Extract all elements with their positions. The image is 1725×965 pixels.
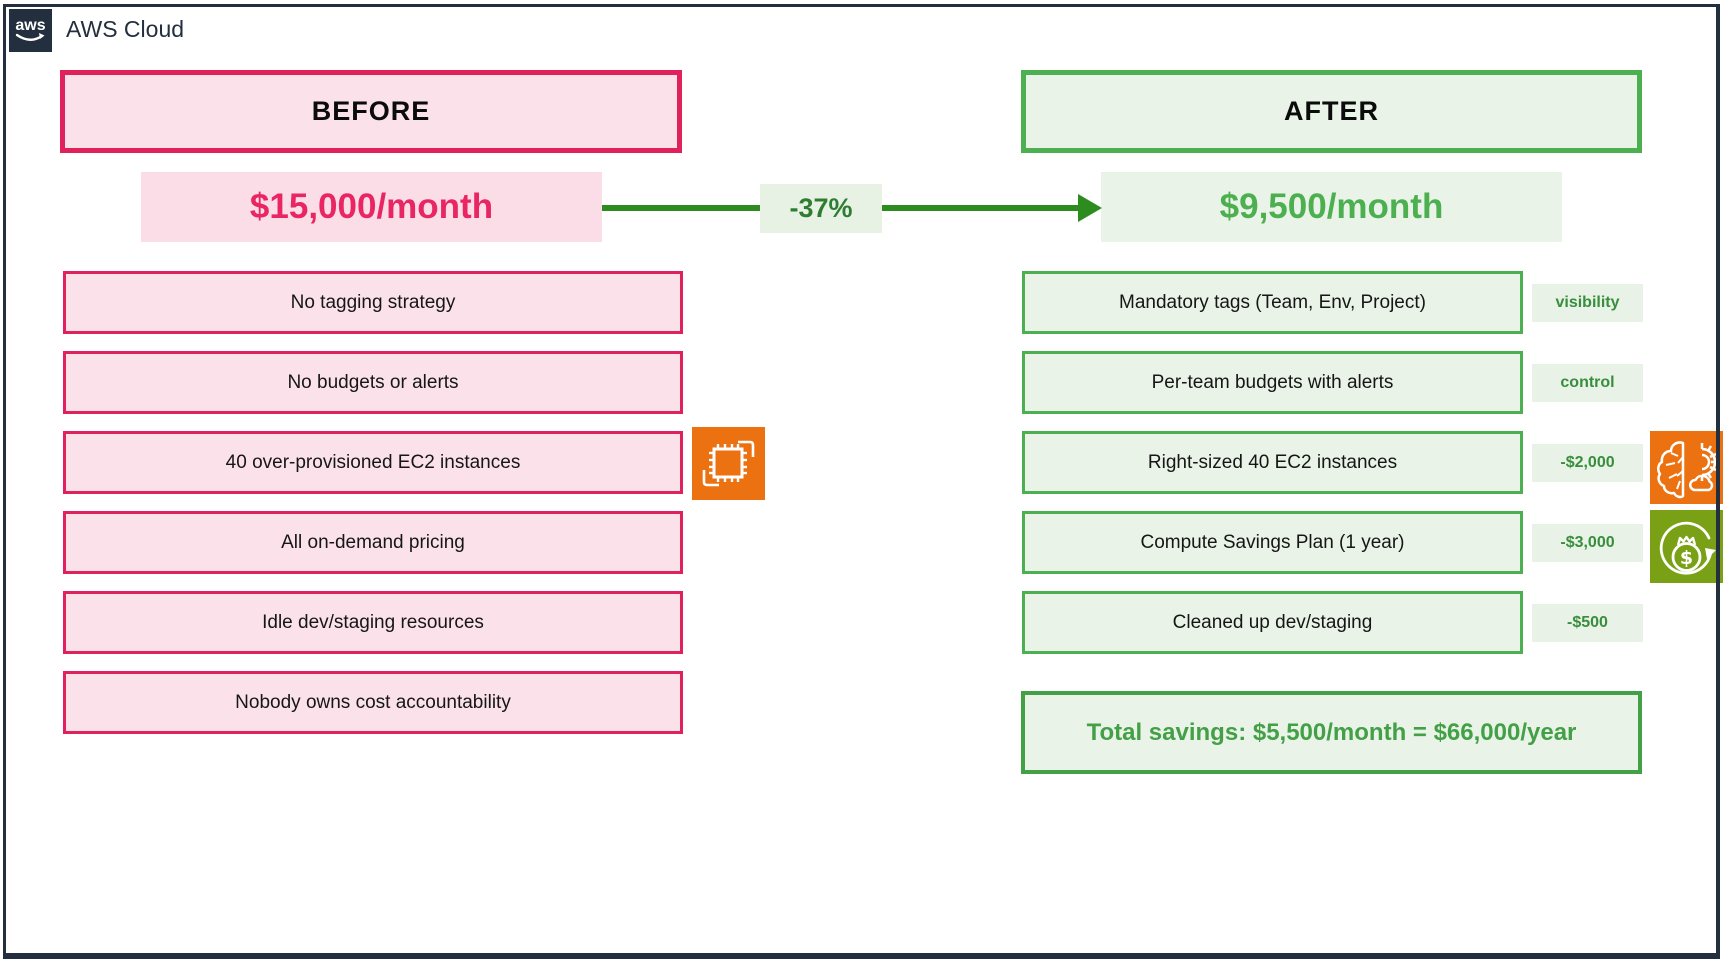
before-item: No budgets or alerts xyxy=(63,351,683,414)
after-item: Mandatory tags (Team, Env, Project) xyxy=(1022,271,1523,334)
savings-badge: -$2,000 xyxy=(1532,444,1643,482)
aws-logo-icon: aws xyxy=(9,9,52,52)
savings-badge: -$3,000 xyxy=(1532,524,1643,562)
after-panel-header: AFTER xyxy=(1021,70,1642,153)
before-item: All on-demand pricing xyxy=(63,511,683,574)
reduction-arrow-head xyxy=(1078,194,1102,222)
before-panel-header: BEFORE xyxy=(60,70,682,153)
frame-right-border xyxy=(1716,4,1720,953)
aws-logo-text: aws xyxy=(15,17,45,34)
after-item: Compute Savings Plan (1 year) xyxy=(1022,511,1523,574)
reduction-percent-label: -37% xyxy=(760,184,882,233)
savings-badge: -$500 xyxy=(1532,604,1643,642)
before-cost-box: $15,000/month xyxy=(141,172,602,242)
total-savings-box: Total savings: $5,500/month = $66,000/ye… xyxy=(1021,691,1642,774)
dollar-glyph: $ xyxy=(1680,547,1693,569)
after-item: Cleaned up dev/staging xyxy=(1022,591,1523,654)
savings-plans-icon: $ xyxy=(1650,510,1723,583)
compute-optimizer-icon xyxy=(1650,431,1723,504)
benefit-badge: visibility xyxy=(1532,284,1643,322)
before-item: Nobody owns cost accountability xyxy=(63,671,683,734)
aws-cloud-label: AWS Cloud xyxy=(66,16,185,42)
before-item: Idle dev/staging resources xyxy=(63,591,683,654)
before-item: No tagging strategy xyxy=(63,271,683,334)
ec2-instances-icon xyxy=(692,427,765,500)
before-item: 40 over-provisioned EC2 instances xyxy=(63,431,683,494)
benefit-badge: control xyxy=(1532,364,1643,402)
after-cost-box: $9,500/month xyxy=(1101,172,1562,242)
after-item: Per-team budgets with alerts xyxy=(1022,351,1523,414)
after-item: Right-sized 40 EC2 instances xyxy=(1022,431,1523,494)
